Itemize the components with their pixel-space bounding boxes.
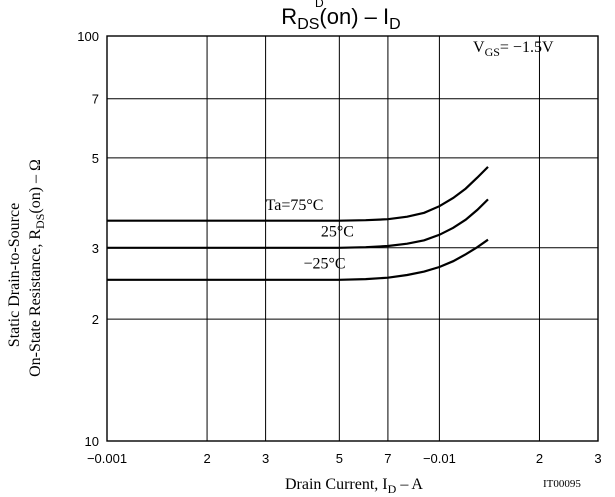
- y-tick-label: 5: [92, 151, 99, 166]
- x-axis-label: Drain Current, ID – A: [285, 476, 423, 496]
- x-tick-label: 7: [384, 451, 391, 466]
- y-tick-label: 100: [77, 29, 99, 44]
- series-line-0: [107, 166, 489, 222]
- series-annotation: −25°C: [303, 255, 345, 272]
- y-axis-label-line1: Static Drain-to-Source: [6, 203, 23, 347]
- figure-id: IT00095: [543, 478, 581, 490]
- plot-frame: [106, 35, 599, 442]
- x-tick-label: 5: [336, 451, 343, 466]
- series-line-2: [107, 238, 489, 281]
- x-tick-label: 3: [594, 451, 601, 466]
- x-tick-label: 2: [536, 451, 543, 466]
- x-tick-label: −0.01: [423, 451, 456, 466]
- chart-title: RDS(on) – ID: [281, 4, 400, 33]
- y-tick-labels: 10 2 3 5 7 100: [77, 29, 99, 449]
- x-tick-label: 2: [203, 451, 210, 466]
- series-lines: [107, 166, 489, 281]
- x-tick-label: 3: [262, 451, 269, 466]
- x-tick-labels: −0.001 2 3 5 7 −0.01 2 3: [87, 451, 602, 466]
- y-axis-label-line2: On-State Resistance, RDS(on) – Ω: [27, 159, 47, 377]
- series-annotations: Ta=75°C 25°C −25°C: [266, 197, 354, 272]
- top-clipped-text: D: [315, 0, 324, 10]
- series-line-1: [107, 198, 489, 249]
- series-annotation: 25°C: [321, 223, 354, 240]
- condition-label: VGS= −1.5V: [473, 39, 554, 59]
- y-tick-label: 7: [92, 92, 99, 107]
- grid: [107, 36, 598, 441]
- series-annotation: Ta=75°C: [266, 197, 324, 214]
- y-tick-label: 10: [85, 434, 99, 449]
- y-tick-label: 3: [92, 241, 99, 256]
- y-tick-label: 2: [92, 312, 99, 327]
- x-tick-label: −0.001: [87, 451, 127, 466]
